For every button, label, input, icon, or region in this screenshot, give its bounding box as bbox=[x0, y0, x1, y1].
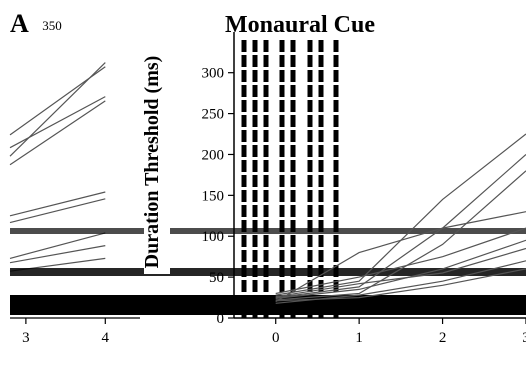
band-artifact-mid bbox=[10, 268, 526, 276]
left-series-line-8 bbox=[9, 245, 106, 264]
main-series-line-4 bbox=[275, 211, 526, 303]
main-series-line-6 bbox=[275, 239, 526, 299]
left-series-line-4 bbox=[9, 100, 106, 166]
y-axis-label-backing bbox=[144, 52, 170, 274]
x-tick-label-3: 3 bbox=[522, 330, 526, 346]
left-series-line-7 bbox=[9, 232, 106, 259]
left-series-line-3 bbox=[9, 66, 106, 136]
left-y-tick-label-350: 350 bbox=[42, 18, 62, 33]
y-tick-label-200: 200 bbox=[202, 147, 225, 163]
left-x-tick-label-4: 4 bbox=[102, 330, 110, 346]
left-series-line-6 bbox=[9, 198, 106, 224]
y-tick-label-250: 250 bbox=[202, 107, 225, 123]
main-series-line-5 bbox=[275, 227, 526, 295]
y-tick-label-150: 150 bbox=[202, 188, 225, 204]
main-series-group bbox=[275, 133, 526, 304]
x-tick-label-0: 0 bbox=[272, 330, 280, 346]
main-series-line-8 bbox=[275, 247, 526, 298]
left-series-group bbox=[9, 62, 106, 272]
y-axis-label: Duration Threshold (ms) bbox=[141, 56, 163, 269]
y-ticks: 0 50 100 150 200 250 300 bbox=[202, 66, 234, 327]
stripe-artifacts bbox=[241, 40, 339, 318]
x-tick-label-1: 1 bbox=[355, 330, 363, 346]
left-series-line-2 bbox=[9, 96, 106, 149]
main-series-line-9 bbox=[275, 268, 526, 302]
panel-label: A bbox=[10, 9, 29, 38]
main-series-line-2 bbox=[275, 154, 526, 299]
x-ticks: 0 1 2 3 bbox=[272, 318, 526, 346]
main-series-line-3 bbox=[275, 170, 526, 301]
y-tick-label-300: 300 bbox=[202, 66, 225, 82]
band-artifact-light bbox=[10, 228, 526, 234]
left-series-line-5 bbox=[9, 191, 106, 217]
band-artifact-dark bbox=[10, 295, 526, 315]
left-x-tick-label-3: 3 bbox=[22, 330, 30, 346]
main-panel: 0 50 100 150 200 250 300 0 1 2 3 Duration Thresho… bbox=[10, 32, 526, 346]
y-tick-label-100: 100 bbox=[202, 229, 225, 245]
y-tick-label-50: 50 bbox=[209, 270, 224, 286]
chart-title: Monaural Cue bbox=[225, 12, 375, 38]
x-tick-label-2: 2 bbox=[439, 330, 447, 346]
y-tick-label-0: 0 bbox=[217, 311, 225, 327]
